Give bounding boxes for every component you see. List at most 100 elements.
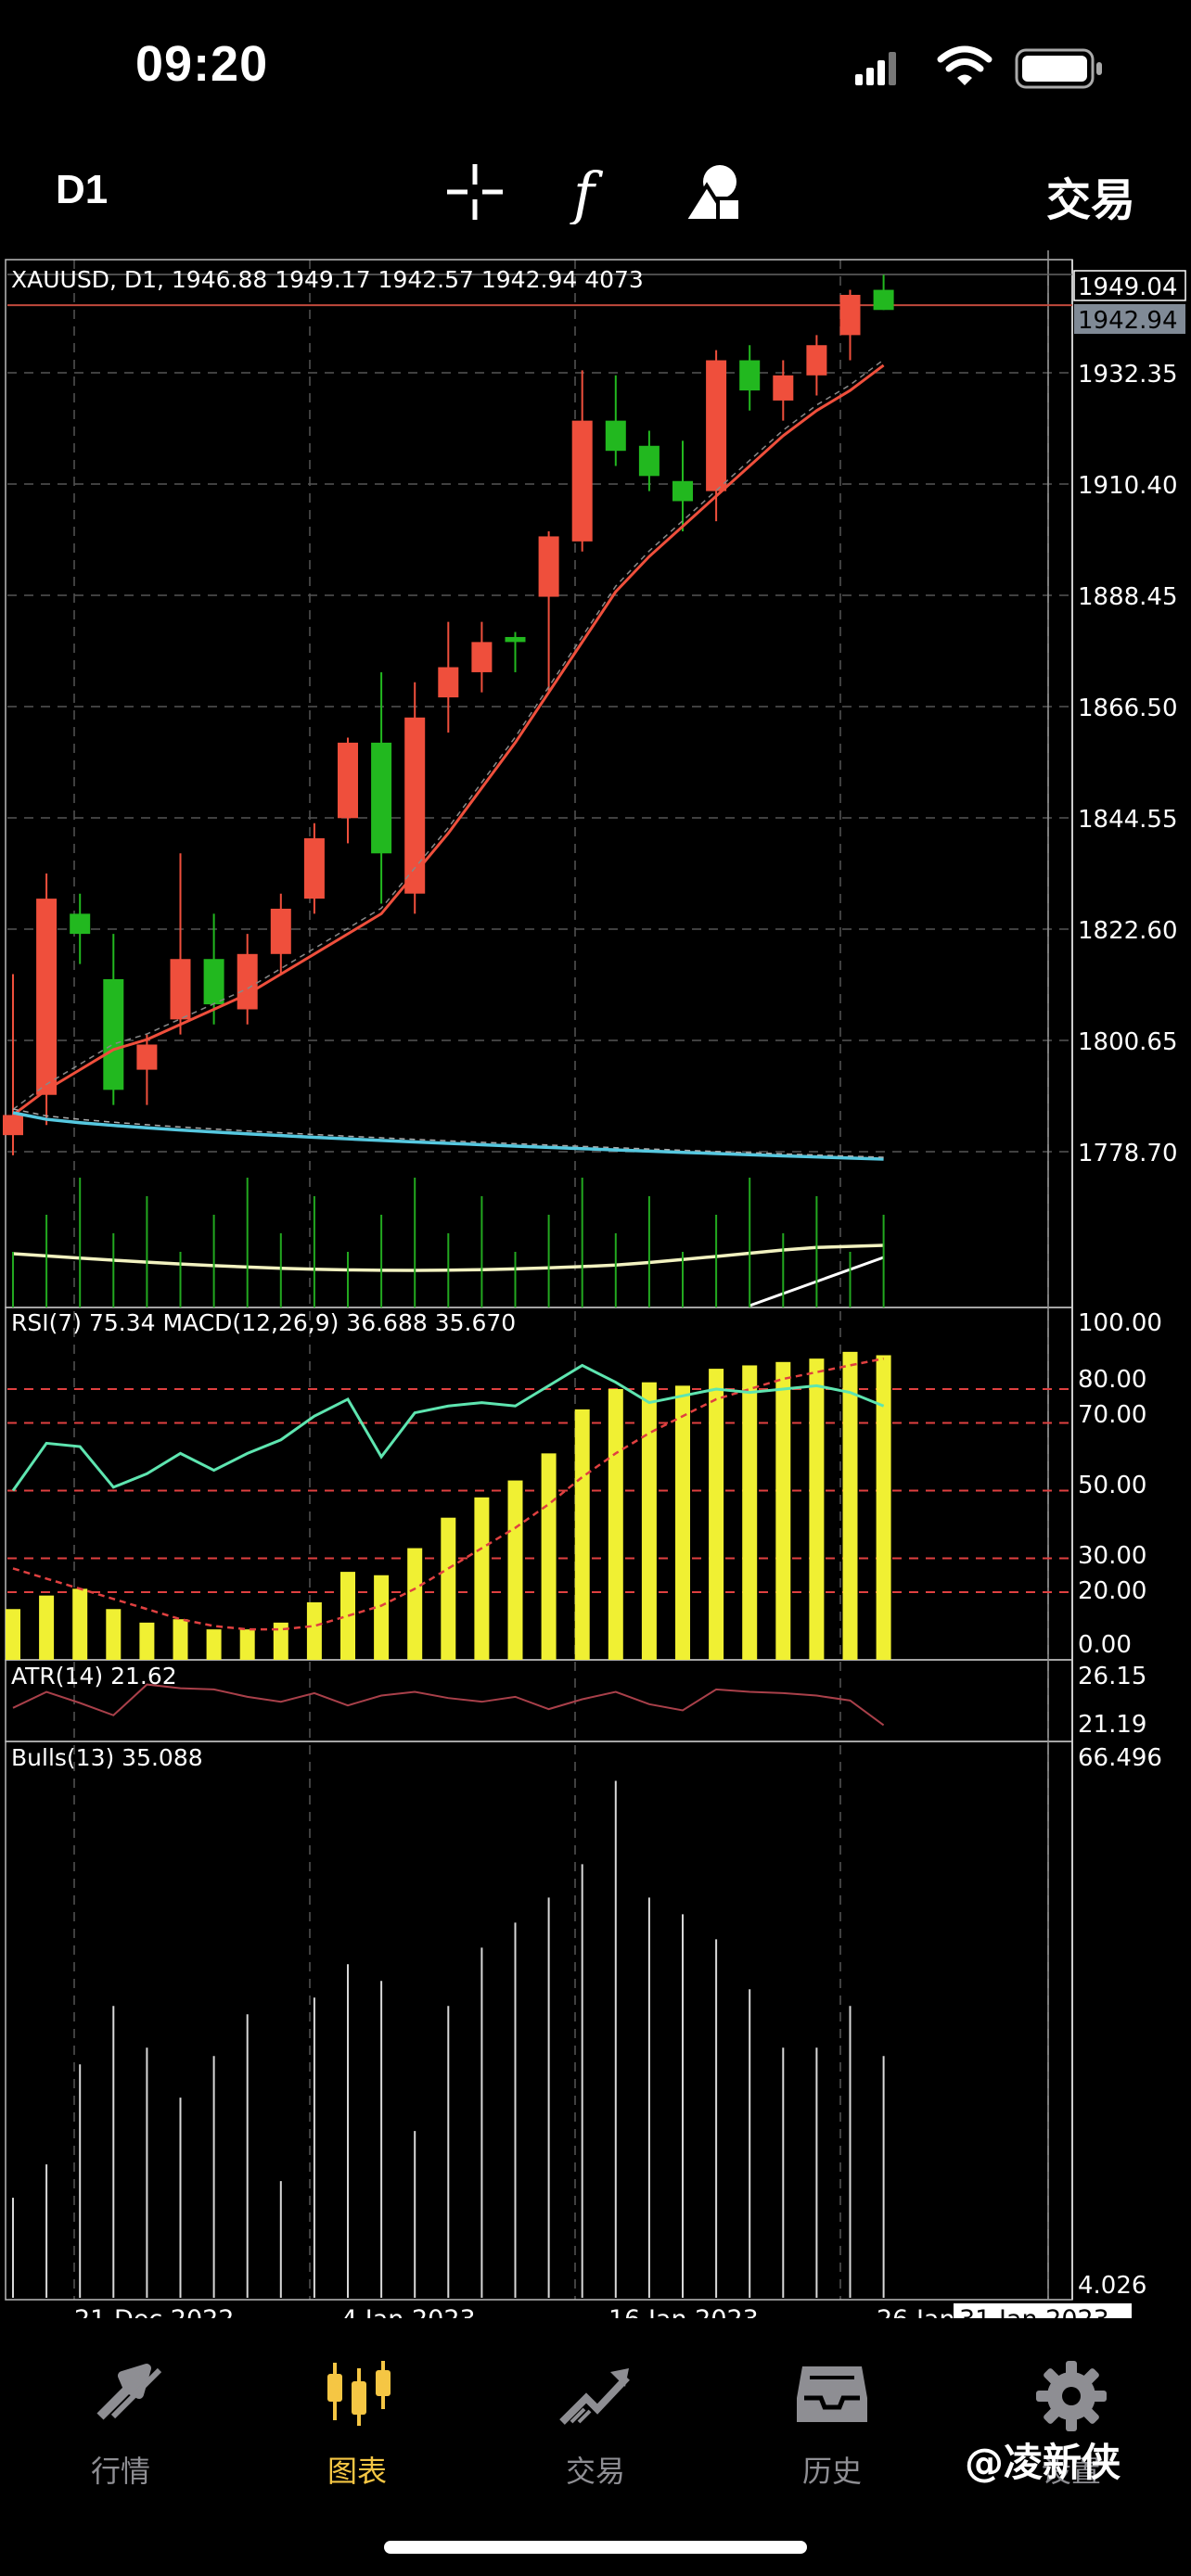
bulls-panel-label: Bulls(13) 35.088 [11,1744,203,1771]
objects-shapes-icon[interactable] [683,161,744,223]
macd-histogram-bar [842,1351,858,1660]
indicator-function-icon[interactable]: f [566,161,621,224]
bulls-axis-label: 4.026 [1078,2272,1146,2300]
chart-header: XAUUSD, D1, 1946.88 1949.17 1942.57 1942… [11,266,644,293]
macd-histogram-bar [574,1409,590,1660]
candle-body [739,360,761,391]
bulls-axis-label: 66.496 [1078,1744,1162,1772]
candle-body [605,420,626,452]
candle-body [136,1044,158,1070]
atr-axis-label: 21.19 [1078,1711,1146,1739]
long-ma-line [12,1111,884,1161]
chart-frames [5,250,1073,2301]
price-axis-label: 1822.60 [1078,917,1178,945]
macd-histogram-bar [374,1575,390,1660]
macd-histogram-bar [541,1453,557,1660]
candle-body [36,899,58,1095]
macd-histogram-bar [742,1365,758,1660]
macd-histogram-bar [206,1629,222,1660]
chart-candles-icon [327,2361,391,2426]
macd-histogram-bar [474,1497,490,1660]
price-axis-label: 1932.35 [1078,361,1178,389]
macd-histogram-bar [39,1595,55,1660]
crosshair-icon[interactable] [445,162,505,222]
quotes-icon [96,2364,162,2420]
price-axis-label: 1866.50 [1078,695,1178,722]
svg-text:f: f [570,161,604,224]
price-axis-label: 1800.65 [1078,1028,1178,1056]
price-axis-label: 1778.70 [1078,1140,1178,1167]
candle-body [471,642,493,672]
panel-frame [5,1741,1073,2301]
price-axis-label: 1844.55 [1078,806,1178,834]
moving-average-dashed [12,359,885,1111]
rsi-axis-label: 30.00 [1078,1542,1146,1570]
date-axis-label: 4 Jan 2023 [341,2305,476,2318]
atr-axis-label: 26.15 [1078,1663,1146,1690]
macd-histogram-bar [106,1609,122,1660]
price-chart[interactable]: XAUUSD, D1, 1946.88 1949.17 1942.57 1942… [0,250,1191,2318]
macd-histogram-bar [641,1382,657,1660]
tab-trade[interactable]: 交易 [493,2337,698,2513]
candle-body [270,908,291,954]
long-ma-dashed [12,1108,884,1158]
rsi-axis-label: 0.00 [1078,1631,1132,1659]
bulls-power-panel [12,1780,885,2298]
macd-histogram-bar [340,1572,355,1660]
chart-toolbar: D1 f 交易 [0,158,1191,260]
candle-body [237,953,258,1010]
tab-chart[interactable]: 图表 [255,2337,459,2513]
status-bar: 09:20 [0,0,1191,139]
macd-histogram-bar [306,1601,322,1660]
macd-histogram-bar [709,1369,724,1660]
candle-body [706,360,727,491]
tab-quotes[interactable]: 行情 [19,2337,223,2513]
rsi-axis-label: 100.00 [1078,1309,1162,1337]
macd-histogram-bar [608,1389,623,1660]
rsi-axis-label: 50.00 [1078,1472,1146,1499]
settings-gear-icon [1036,2361,1107,2431]
candle-body [538,536,559,597]
date-highlight-label: 31 Jan 2023 [959,2305,1109,2318]
date-axis-label: 21 Dec 2022 [74,2305,234,2318]
panel-frame [5,1307,1073,1661]
overlay-lines [12,359,885,1307]
tab-history[interactable]: 历史 [730,2337,934,2513]
price-axis-label: 1888.45 [1078,583,1178,611]
timeframe-button[interactable]: D1 [56,167,109,212]
macd-histogram-bar [139,1622,155,1660]
candle-body [638,445,660,477]
candle-body [404,717,426,894]
candle-body [505,636,526,643]
rsi-panel-label: RSI(7) 75.34 MACD(12,26,9) 36.688 35.670 [11,1309,516,1336]
candlestick-series [3,274,894,1155]
candle-body [3,1115,23,1136]
date-highlight-box [954,2303,1132,2318]
date-axis-label: 16 Jan 2023 [608,2305,759,2318]
trade-button[interactable]: 交易 [1046,174,1136,226]
bottom-tab-bar: 行情 图表 交易 历史 [0,2337,1191,2522]
macd-histogram-bar [876,1355,891,1660]
atr-panel-label: ATR(14) 21.62 [11,1663,177,1690]
candle-body [103,978,124,1090]
candle-body [438,667,459,698]
rsi-axis-label: 70.00 [1078,1401,1146,1429]
candle-body [773,375,794,401]
macd-histogram-bar [507,1480,523,1660]
candle-body [806,345,827,376]
macd-histogram-bar [273,1622,288,1660]
tab-settings[interactable]: 设置 [969,2337,1173,2513]
rsi-axis-label: 20.00 [1078,1577,1146,1605]
candle-body [70,913,91,935]
candle-body [338,742,358,819]
rsi-line [11,1363,885,1492]
candle-body [203,959,224,1005]
macd-histogram-bar [173,1619,188,1660]
date-axis-label: 26 Jan [877,2305,955,2318]
high-price-box [1073,270,1186,301]
cellular-signal-icon [855,52,896,85]
tab-label: 交易 [565,2454,625,2489]
candle-body [839,294,861,336]
current-price-box [1074,304,1185,334]
atr-line [12,1683,885,1727]
